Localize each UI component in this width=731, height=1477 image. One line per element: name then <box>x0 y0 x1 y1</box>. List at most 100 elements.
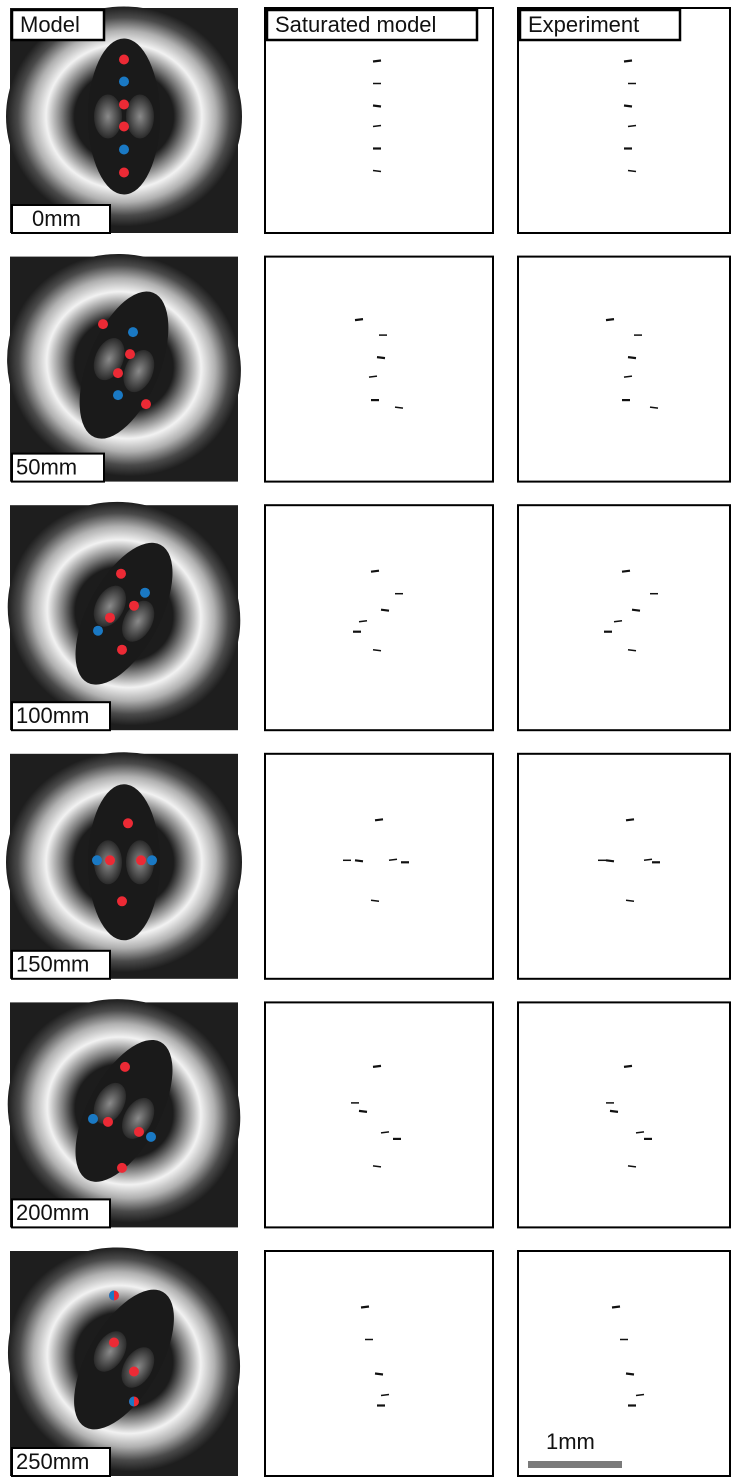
row-label-box <box>11 452 105 483</box>
dot <box>119 144 129 155</box>
spot <box>372 59 382 63</box>
image-panel <box>517 255 731 483</box>
dot <box>128 327 138 338</box>
dot <box>119 54 129 65</box>
image-panel <box>517 752 731 980</box>
spot <box>380 608 390 612</box>
spot <box>354 859 364 863</box>
spot <box>635 1131 645 1134</box>
header-box <box>518 8 682 42</box>
spot <box>649 406 659 409</box>
model-lobe <box>123 350 155 393</box>
row-label-box <box>11 1198 111 1229</box>
spot <box>611 1305 621 1309</box>
spot <box>358 1109 368 1113</box>
dot <box>147 855 157 866</box>
spot <box>625 1372 635 1376</box>
scale-bar-label: 1mm <box>546 1429 595 1454</box>
spot <box>394 406 404 409</box>
dot <box>113 390 123 401</box>
dot-half <box>129 1396 134 1407</box>
dot <box>103 1116 113 1127</box>
column-header: Experiment <box>528 12 639 37</box>
model-core <box>75 1039 173 1182</box>
model-lobe <box>94 94 122 139</box>
spot <box>609 1109 619 1113</box>
dot <box>113 368 123 379</box>
spot <box>631 608 641 612</box>
model-core <box>74 1289 174 1430</box>
spot <box>643 858 653 862</box>
image-panel <box>264 7 494 234</box>
dot <box>134 1126 144 1137</box>
dot <box>129 600 139 611</box>
spot <box>358 619 368 623</box>
spot <box>376 356 386 360</box>
image-panel <box>264 752 494 980</box>
spot <box>372 124 382 128</box>
spot <box>623 59 633 63</box>
image-panel <box>264 255 494 483</box>
row-label-box <box>11 1447 111 1477</box>
dot <box>140 587 150 598</box>
image-panel <box>264 504 494 732</box>
model-panel <box>6 6 242 233</box>
dot <box>119 121 129 132</box>
image-panel <box>517 1001 731 1229</box>
dot <box>117 896 127 907</box>
model-panel <box>7 253 241 482</box>
model-core <box>75 542 173 685</box>
spot <box>635 1393 645 1397</box>
spot <box>372 104 382 108</box>
scale-bar <box>528 1461 622 1468</box>
spot <box>621 569 631 573</box>
spot <box>627 648 637 652</box>
dot <box>92 855 102 866</box>
dot <box>105 855 115 866</box>
spot <box>625 899 635 903</box>
spot <box>623 1064 633 1068</box>
dot <box>117 644 127 655</box>
spot <box>605 318 615 322</box>
model-lobe <box>122 1097 155 1139</box>
image-panel <box>264 1250 494 1477</box>
dot <box>119 99 129 110</box>
dot <box>119 76 129 87</box>
model-panel <box>7 999 241 1228</box>
spot <box>370 899 380 903</box>
row-label: 50mm <box>16 454 77 479</box>
spot <box>388 858 398 862</box>
spot <box>625 818 635 822</box>
dot <box>93 625 103 636</box>
dot <box>129 1366 139 1377</box>
row-label-box <box>11 204 111 234</box>
image-panel <box>517 504 731 732</box>
dot <box>116 568 126 579</box>
dot <box>125 349 135 360</box>
dot <box>119 167 129 178</box>
spot <box>380 1393 390 1397</box>
model-lobe <box>126 94 154 139</box>
row-label: 250mm <box>16 1449 89 1474</box>
spot <box>374 818 384 822</box>
dot <box>105 612 115 623</box>
dot <box>117 1162 127 1173</box>
spot <box>368 375 378 378</box>
spot <box>372 169 382 173</box>
dot <box>88 1113 98 1124</box>
dot <box>98 319 108 330</box>
model-panel <box>6 752 242 979</box>
header-box <box>265 8 479 42</box>
spot <box>372 1165 382 1168</box>
dot <box>109 1337 119 1348</box>
spot <box>623 375 633 378</box>
dot-half <box>109 1290 114 1301</box>
spot <box>613 619 623 623</box>
header-box <box>10 8 106 42</box>
spot <box>372 1064 382 1068</box>
dot <box>123 818 133 829</box>
model-lobe <box>93 585 126 627</box>
model-core <box>79 291 169 439</box>
spot <box>360 1305 370 1309</box>
